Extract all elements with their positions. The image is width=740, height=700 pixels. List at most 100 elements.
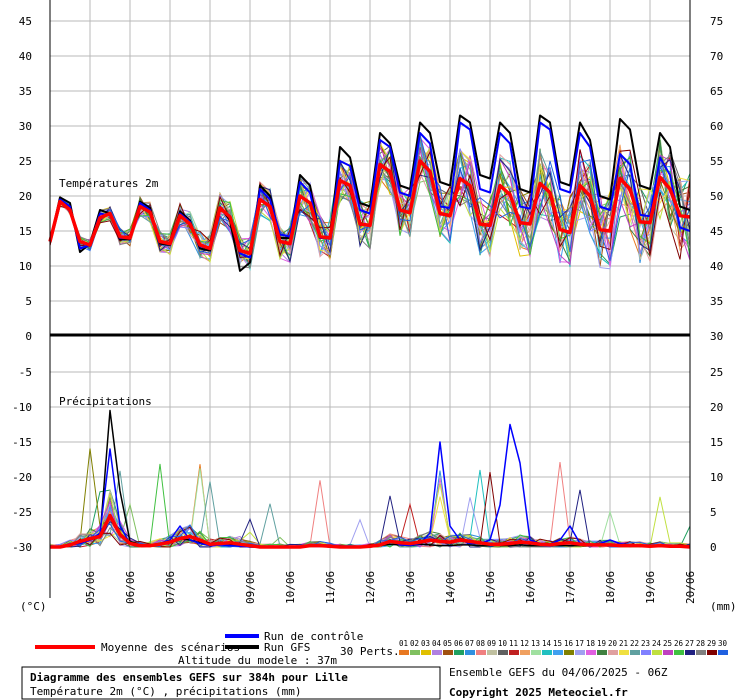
member-color-swatch [608,650,618,655]
member-number: 24 [652,639,662,648]
x-tick-label: 08/06 [204,571,217,604]
member-number: 21 [619,639,628,648]
x-tick-label: 09/06 [244,571,257,604]
chart-title: Diagramme des ensembles GEFS sur 384h po… [30,671,348,684]
member-color-swatch [542,650,552,655]
member-color-swatch [663,650,673,655]
member-color-swatch [652,650,662,655]
x-tick-label: 19/06 [644,571,657,604]
member-number: 01 [399,639,408,648]
x-tick-label: 16/06 [524,571,537,604]
member-color-swatch [399,650,409,655]
member-number: 16 [564,639,574,648]
member-color-swatch [641,650,651,655]
member-number: 03 [421,639,430,648]
member-number: 14 [542,639,552,648]
member-color-swatch [476,650,486,655]
member-number: 22 [630,639,639,648]
member-color-swatch [674,650,684,655]
temperature-panel-label: Températures 2m [59,177,159,190]
member-number: 29 [707,639,716,648]
temp-left-tick: 25 [19,155,32,168]
temp-right-tick: 30 [710,330,723,343]
temp-right-tick: 45 [710,225,723,238]
member-number: 09 [487,639,496,648]
member-number: 15 [553,639,562,648]
x-tick-label: 11/06 [324,571,337,604]
member-number: 23 [641,639,650,648]
temp-right-tick: 75 [710,15,723,28]
member-color-swatch [454,650,464,655]
x-tick-label: 13/06 [404,571,417,604]
member-number: 08 [476,639,486,648]
member-color-swatch [564,650,574,655]
member-number: 06 [454,639,464,648]
member-number: 13 [531,639,540,648]
precip-left-tick: -20 [12,471,32,484]
legend-perts-label: 30 Perts. [340,645,400,658]
member-color-swatch [520,650,530,655]
x-tick-label: 14/06 [444,571,457,604]
axes: 05/06 06/06 07/06 08/06 09/06 10/06 11/06 12/06… [12,0,723,604]
temp-left-tick: 10 [19,260,32,273]
temp-right-tick: 50 [710,190,723,203]
member-color-swatch [465,650,475,655]
member-color-swatch [630,650,640,655]
precip-right-tick: 25 [710,366,723,379]
member-number: 10 [498,639,508,648]
precip-right-tick: 5 [710,506,717,519]
temp-left-tick: 40 [19,50,32,63]
member-number: 19 [597,639,606,648]
x-tick-label: 18/06 [604,571,617,604]
member-color-swatch [498,650,508,655]
member-color-swatch [619,650,629,655]
temp-left-tick: 30 [19,120,32,133]
member-number: 30 [718,639,728,648]
precip-right-tick: 20 [710,401,723,414]
legend-control-label: Run de contrôle [264,630,363,643]
member-color-swatch [421,650,431,655]
member-number: 17 [575,639,584,648]
temp-left-tick: 35 [19,85,32,98]
temp-right-tick: 65 [710,85,723,98]
x-tick-label: 17/06 [564,571,577,604]
member-color-swatch [487,650,497,655]
temp-left-tick: 5 [25,295,32,308]
member-color-swatch [685,650,695,655]
x-tick-label: 12/06 [364,571,377,604]
member-color-swatch [597,650,607,655]
copyright: Copyright 2025 Meteociel.fr [449,686,628,699]
member-number: 11 [509,639,518,648]
grid [50,0,691,598]
temp-right-tick: 55 [710,155,723,168]
member-color-swatch [553,650,563,655]
member-color-swatch [410,650,420,655]
main-series [48,114,691,549]
member-number: 20 [608,639,618,648]
temp-member-line [49,137,691,269]
x-tick-label: 07/06 [164,571,177,604]
member-number: 04 [432,639,442,648]
x-tick-label: 10/06 [284,571,297,604]
member-number: 26 [674,639,684,648]
member-color-swatch [586,650,596,655]
member-color-swatch [509,650,519,655]
chart-subtitle: Température 2m (°C) , précipitations (mm… [30,685,302,698]
precip-right-tick: 0 [710,541,717,554]
title-box [21,666,441,700]
precip-mean-line [50,513,691,549]
member-number: 07 [465,639,474,648]
x-tick-label: 15/06 [484,571,497,604]
right-axis-unit: (mm) [710,600,737,613]
temp-left-tick: 0 [25,330,32,343]
temp-left-tick: 45 [19,15,32,28]
temp-right-tick: 60 [710,120,723,133]
member-number: 05 [443,639,452,648]
member-number: 25 [663,639,672,648]
precipitation-panel-label: Précipitations [59,395,152,408]
altitude-label: Altitude du modele : 37m [178,654,337,667]
member-color-swatch [696,650,706,655]
member-color-swatch [531,650,541,655]
member-number: 27 [685,639,694,648]
member-color-legend: 01 02 03 04 05 06 07 08 09 10 11 12 13 14 15 16 17 18 19 20… [399,639,728,655]
